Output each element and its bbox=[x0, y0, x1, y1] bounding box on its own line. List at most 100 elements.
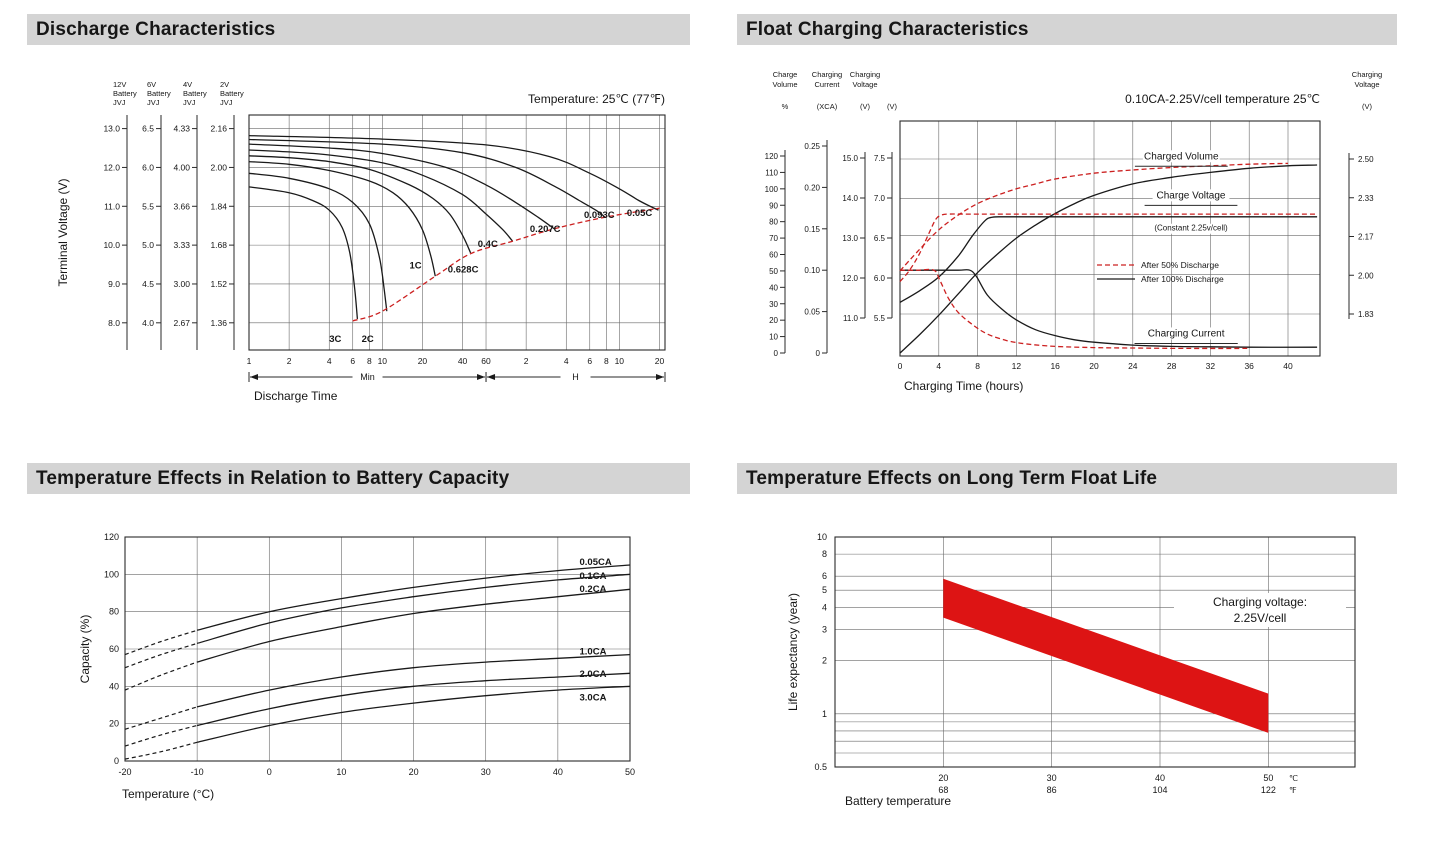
axis-header: JVJ bbox=[147, 98, 160, 107]
plot-frame bbox=[899, 120, 1321, 357]
tick-label: 10.0 bbox=[103, 240, 120, 250]
tick-label: 2 bbox=[524, 356, 529, 366]
axis-header: JVJ bbox=[183, 98, 196, 107]
tick-label: 0 bbox=[267, 767, 272, 777]
tick-label: 4 bbox=[564, 356, 569, 366]
tick-label-celsius: 40 bbox=[1155, 773, 1165, 783]
series-charge-voltage-after-50 bbox=[899, 213, 1318, 283]
tick-label: 2.33 bbox=[1358, 194, 1374, 203]
tick-label: 0 bbox=[114, 756, 119, 766]
tick-label: 15.0 bbox=[842, 154, 858, 163]
series-3.0CA bbox=[196, 685, 631, 743]
tick-label: 60 bbox=[481, 356, 491, 366]
series-0.1CA bbox=[196, 573, 631, 645]
tick-label: 40 bbox=[553, 767, 563, 777]
tick-label: 80 bbox=[769, 218, 778, 227]
tick-label: 2 bbox=[287, 356, 292, 366]
series-charged-volume-after-100 bbox=[899, 164, 1318, 354]
tick-label: 1.68 bbox=[210, 240, 227, 250]
tick-label: 0.15 bbox=[804, 225, 820, 234]
tick-label: 5.5 bbox=[142, 201, 154, 211]
tick-label: -20 bbox=[118, 767, 131, 777]
tick-label: 20 bbox=[409, 767, 419, 777]
tick-label: 100 bbox=[104, 569, 119, 579]
tick-label: 40 bbox=[109, 681, 119, 691]
temperature-capacity-chart: 0.05CA0.1CA0.2CA1.0CA2.0CA3.0CA120100806… bbox=[78, 532, 635, 801]
label-bg bbox=[1145, 223, 1237, 234]
tick-label: 1.83 bbox=[1358, 310, 1374, 319]
tick-label: 11.0 bbox=[104, 201, 120, 211]
section-title-float-life: Temperature Effects on Long Term Float L… bbox=[746, 468, 1158, 489]
axis-unit: (V) bbox=[1362, 102, 1373, 111]
legend-label: After 100% Discharge bbox=[1141, 274, 1224, 284]
axis-unit: (V) bbox=[887, 102, 898, 111]
tick-label: 20 bbox=[655, 356, 665, 366]
tick-label: 1 bbox=[247, 356, 252, 366]
conditions-annotation: 0.10CA-2.25V/cell temperature 25℃ bbox=[1125, 92, 1320, 106]
series-label: Charge Voltage bbox=[1157, 190, 1226, 201]
discharge-curve-1C bbox=[248, 160, 436, 277]
axis-header: 4V bbox=[183, 80, 192, 89]
x-axis-title: Temperature (°C) bbox=[122, 787, 214, 801]
tick-label: 36 bbox=[1244, 361, 1254, 371]
tick-label: 30 bbox=[481, 767, 491, 777]
series-label: (Constant 2.25v/cell) bbox=[1154, 224, 1228, 233]
discharge-curve-0.4C bbox=[248, 149, 514, 242]
section-discharge-characteristics: Discharge Characteristics 12V Battery JVJ 1… bbox=[27, 14, 690, 410]
section-header: Float Charging Characteristics bbox=[737, 14, 1397, 45]
tick-label: 6.5 bbox=[142, 124, 154, 134]
tick-label: 13.0 bbox=[842, 234, 858, 243]
tick-label-celsius: 50 bbox=[1263, 773, 1273, 783]
discharge-curve-0.093C bbox=[248, 138, 606, 218]
curve-label: 1C bbox=[410, 260, 422, 271]
plot-frame bbox=[834, 536, 1356, 768]
tick-label: 6 bbox=[822, 571, 827, 581]
section-float-life: Temperature Effects on Long Term Float L… bbox=[737, 463, 1397, 814]
tick-label: 2.00 bbox=[210, 162, 227, 172]
axis-unit: % bbox=[782, 102, 789, 111]
unit-label-fahrenheit: ℉ bbox=[1289, 786, 1297, 795]
series-label: Charging Current bbox=[1148, 328, 1225, 339]
y-axis-title: Capacity (%) bbox=[78, 615, 92, 684]
tick-label-fahrenheit: 86 bbox=[1047, 785, 1057, 795]
series-dashed-0.05CA bbox=[124, 629, 198, 656]
tick-label: 0.10 bbox=[804, 266, 820, 275]
plot-frame bbox=[124, 536, 631, 762]
discharge-characteristics-chart: 12VBatteryJVJ13.012.011.010.09.08.06VBat… bbox=[56, 80, 666, 403]
tick-label: 7.0 bbox=[874, 194, 886, 203]
tick-label: 16 bbox=[1050, 361, 1060, 371]
series-dashed-0.1CA bbox=[124, 642, 198, 669]
tick-label: 6 bbox=[350, 356, 355, 366]
end-voltage-locus bbox=[352, 207, 660, 322]
curve-label: 0.628C bbox=[448, 264, 479, 275]
tick-label: 4.00 bbox=[173, 162, 190, 172]
discharge-curve-3C bbox=[248, 186, 359, 319]
tick-label: 70 bbox=[769, 234, 778, 243]
curve-label: 0.1CA bbox=[580, 571, 607, 582]
tick-label: 3.66 bbox=[173, 201, 190, 211]
tick-label: 8 bbox=[367, 356, 372, 366]
axis-header: 6V bbox=[147, 80, 156, 89]
tick-label: 10 bbox=[378, 356, 388, 366]
curve-label: 0.093C bbox=[584, 210, 615, 221]
tick-label: 14.0 bbox=[842, 194, 858, 203]
float-charging-characteristics-chart: Charged Volume Charge Voltage (Constant 2.… bbox=[765, 70, 1383, 393]
plot-frame bbox=[248, 114, 666, 351]
tick-label: 2.67 bbox=[173, 318, 190, 328]
discharge-curve-2C bbox=[248, 172, 388, 312]
axis-header: Charging bbox=[812, 70, 842, 79]
tick-label: 3.00 bbox=[173, 279, 190, 289]
axis-header: Charge bbox=[773, 70, 798, 79]
label-bg bbox=[352, 371, 383, 383]
charging-voltage-annotation: 2.25V/cell bbox=[1234, 611, 1287, 625]
tick-label: 6.0 bbox=[874, 274, 886, 283]
legend-label: After 50% Discharge bbox=[1141, 260, 1219, 270]
tick-label: 0 bbox=[816, 349, 821, 358]
tick-label: 80 bbox=[109, 607, 119, 617]
axis-header: Battery bbox=[147, 89, 171, 98]
tick-label: 60 bbox=[769, 251, 778, 260]
tick-label: 0 bbox=[898, 361, 903, 371]
section-float-charging-characteristics: Float Charging Characteristics Charged V… bbox=[737, 14, 1397, 401]
tick-label: 13.0 bbox=[103, 124, 120, 134]
tick-label: 8 bbox=[822, 549, 827, 559]
